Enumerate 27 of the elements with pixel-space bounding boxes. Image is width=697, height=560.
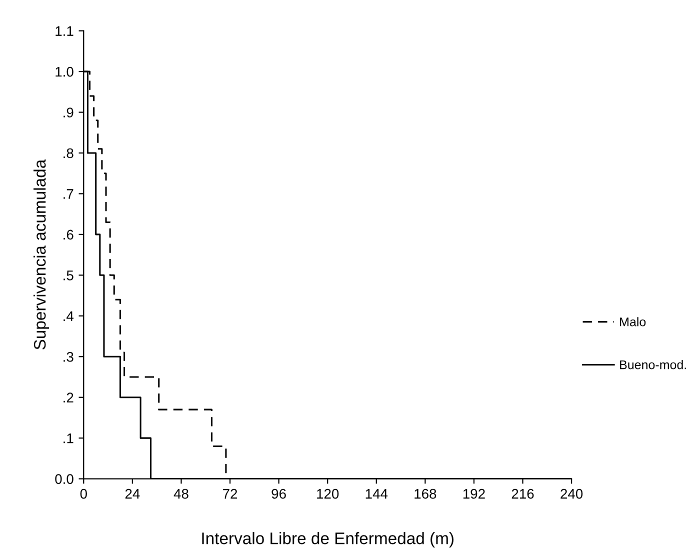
- y-tick-label: 0.0: [55, 474, 74, 484]
- x-tick-label: 48: [174, 488, 188, 499]
- legend-label: Malo: [620, 317, 646, 326]
- y-tick-label: .1: [64, 434, 74, 444]
- y-tick-label: .2: [64, 392, 74, 402]
- x-tick-label: 24: [125, 488, 140, 499]
- x-tick-label: 216: [512, 488, 534, 499]
- y-tick-label: .5: [64, 270, 74, 280]
- y-tick-label: .7: [64, 189, 74, 199]
- y-tick-label: .6: [64, 230, 74, 240]
- x-tick-label: 120: [317, 488, 339, 499]
- legend-label: Bueno-mod.: [620, 360, 686, 370]
- x-tick-label: 0: [80, 488, 87, 499]
- x-tick-label: 96: [272, 488, 286, 499]
- x-axis-title: Intervalo Libre de Enfermedad (m): [202, 532, 454, 548]
- y-tick-label: .3: [64, 352, 74, 362]
- x-tick-label: 72: [223, 488, 238, 499]
- y-tick-label: .9: [64, 108, 74, 118]
- x-tick-label: 240: [560, 488, 583, 499]
- y-tick-label: 1.0: [56, 66, 74, 77]
- x-tick-label: 192: [463, 488, 485, 499]
- y-tick-label: .4: [64, 311, 74, 321]
- y-tick-label: .8: [64, 148, 74, 158]
- y-tick-label: 1.1: [56, 26, 74, 36]
- y-axis-title: Supervivencia acumulada: [34, 159, 50, 350]
- x-tick-label: 144: [366, 489, 388, 499]
- x-tick-label: 168: [414, 488, 436, 499]
